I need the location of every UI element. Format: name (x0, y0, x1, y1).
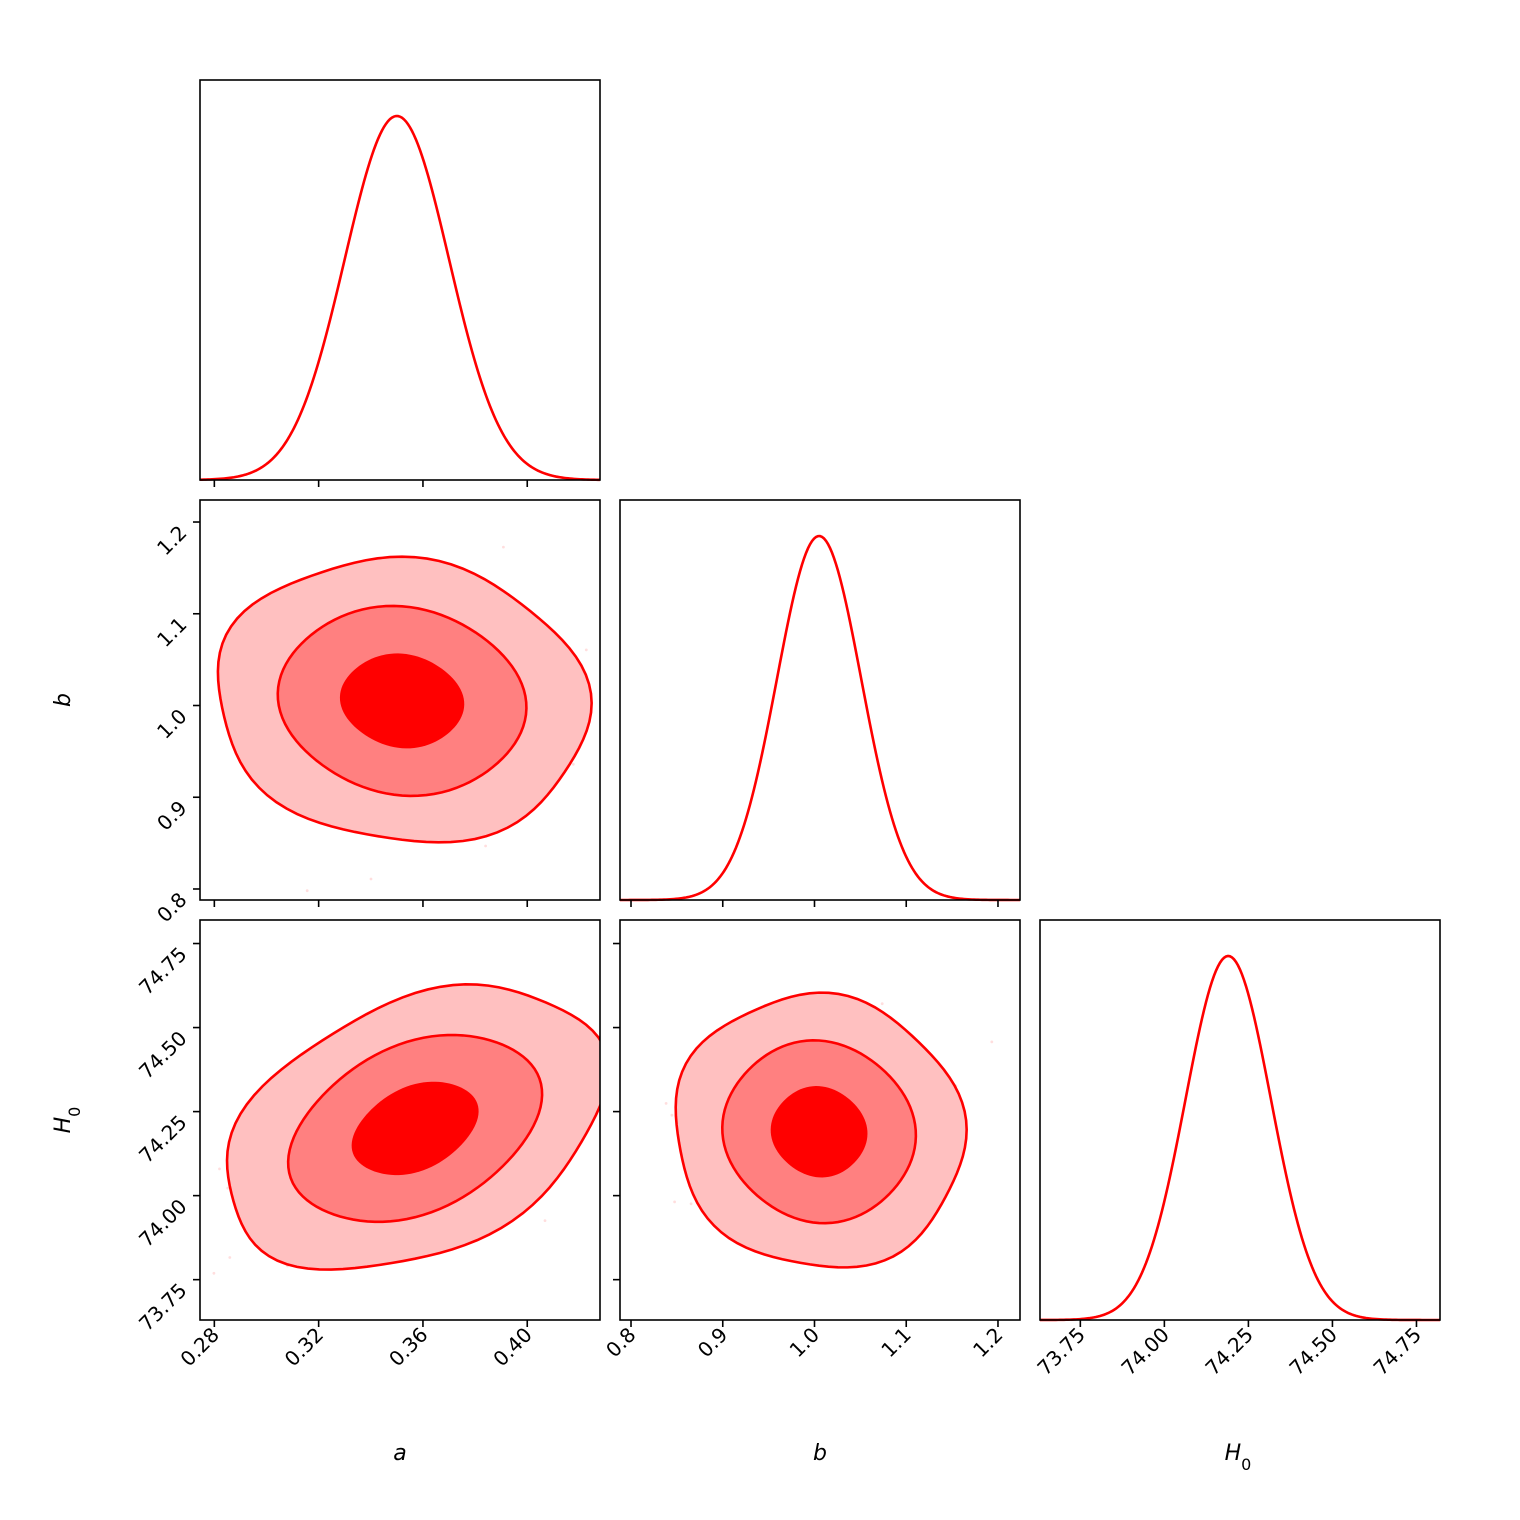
x-tick-label: 0.9 (693, 1323, 732, 1362)
contour-1sigma (770, 1086, 868, 1178)
x-tick-label: 0.32 (280, 1323, 328, 1371)
sample-point (305, 889, 309, 893)
x-tick-label: 1.2 (968, 1323, 1007, 1362)
sample-point (153, 662, 156, 665)
marginal-curve (620, 534, 1021, 902)
sample-point (212, 1271, 216, 1275)
sample-point (369, 877, 373, 881)
sample-point (228, 1256, 232, 1259)
x-axis-label-a: a (393, 1441, 406, 1466)
contour-1sigma (339, 653, 465, 749)
x-tick-label: 1.0 (785, 1323, 824, 1362)
marginal-curve (1039, 954, 1440, 1322)
x-tick-label: 74.50 (1285, 1323, 1342, 1380)
y-tick-label: 74.75 (134, 942, 191, 999)
x-tick-label: 73.75 (1032, 1323, 1089, 1380)
panel-b-h0 (619, 919, 1021, 1321)
sample-point (880, 1002, 884, 1006)
y-axis-label-b: b (51, 693, 76, 707)
panel-a-b (153, 499, 601, 901)
y-axis-label-h0: H0 (51, 1107, 84, 1134)
y-tick-label: 0.9 (152, 796, 191, 835)
ticks (193, 480, 1418, 1327)
x-tick-label: 74.75 (1369, 1323, 1426, 1380)
panel-frame (1039, 919, 1441, 1321)
sample-point (226, 1186, 230, 1190)
panel-frame (199, 499, 601, 901)
sample-point (664, 1102, 668, 1105)
x-axis-label-h0: H0 (1225, 1441, 1252, 1474)
y-tick-label: 74.50 (134, 1026, 191, 1083)
panel-frame (199, 79, 601, 481)
sample-point (689, 1202, 693, 1206)
sample-point (990, 1040, 994, 1044)
x-tick-label: 0.36 (384, 1323, 432, 1371)
contour-1sigma (351, 1081, 479, 1176)
sample-point (614, 1056, 617, 1059)
sample-point (502, 545, 505, 549)
marginal-curve (199, 114, 601, 482)
marginal-h0 (1039, 919, 1441, 1322)
marginal-b (619, 499, 1021, 902)
marginal-a (199, 79, 601, 482)
y-tick-label: 74.25 (134, 1110, 191, 1167)
sample-point (584, 648, 588, 652)
sample-point (218, 1167, 221, 1171)
panel-frame (199, 919, 601, 1321)
y-tick-label: 0.8 (152, 888, 191, 927)
y-tick-label: 73.75 (134, 1278, 191, 1335)
sample-point (484, 844, 487, 848)
y-tick-label: 1.2 (152, 521, 191, 560)
x-tick-label: 0.40 (488, 1323, 536, 1371)
sample-point (543, 1219, 547, 1222)
y-tick-label: 74.00 (134, 1194, 191, 1251)
sample-point (571, 762, 575, 766)
x-tick-label: 1.1 (876, 1323, 915, 1362)
x-tick-label: 0.8 (601, 1323, 640, 1362)
sample-point (673, 1200, 676, 1204)
panel-frame (619, 919, 1021, 1321)
sample-point (670, 1113, 674, 1117)
x-axis-label-b: b (813, 1441, 827, 1466)
x-tick-label: 74.00 (1116, 1323, 1173, 1380)
y-tick-label: 1.0 (152, 704, 191, 743)
x-tick-label: 0.28 (175, 1323, 223, 1371)
panel-frame (619, 499, 1021, 901)
y-tick-label: 1.1 (152, 612, 191, 651)
x-tick-label: 74.25 (1200, 1323, 1257, 1380)
panel-a-h0 (199, 919, 617, 1321)
